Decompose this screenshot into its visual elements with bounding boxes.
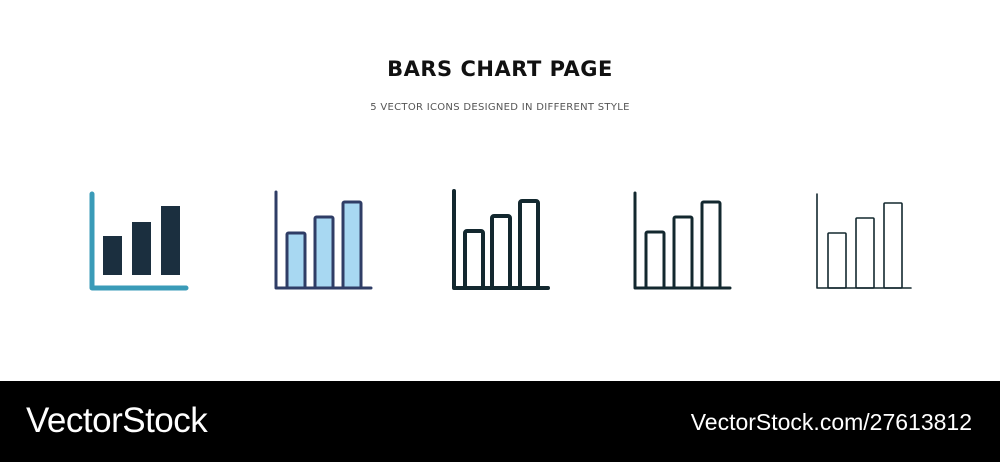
bar-chart-colored-outline-icon bbox=[262, 180, 382, 300]
page-subtitle: 5 VECTOR ICONS DESIGNED IN DIFFERENT STY… bbox=[370, 102, 630, 113]
bar-chart-thin-outline-icon bbox=[805, 180, 925, 300]
bar-chart-filled-icon bbox=[80, 180, 200, 300]
image-url: VectorStock.com/27613812 bbox=[690, 409, 972, 435]
bar-chart-outline-icon bbox=[622, 180, 742, 300]
bar-chart-bold-outline-icon bbox=[443, 180, 563, 300]
page-title: BARS CHART PAGE bbox=[387, 57, 613, 81]
footer-bar: VectorStock VectorStock.com/27613812 bbox=[0, 381, 1000, 462]
brand-logo: VectorStock bbox=[26, 401, 208, 440]
